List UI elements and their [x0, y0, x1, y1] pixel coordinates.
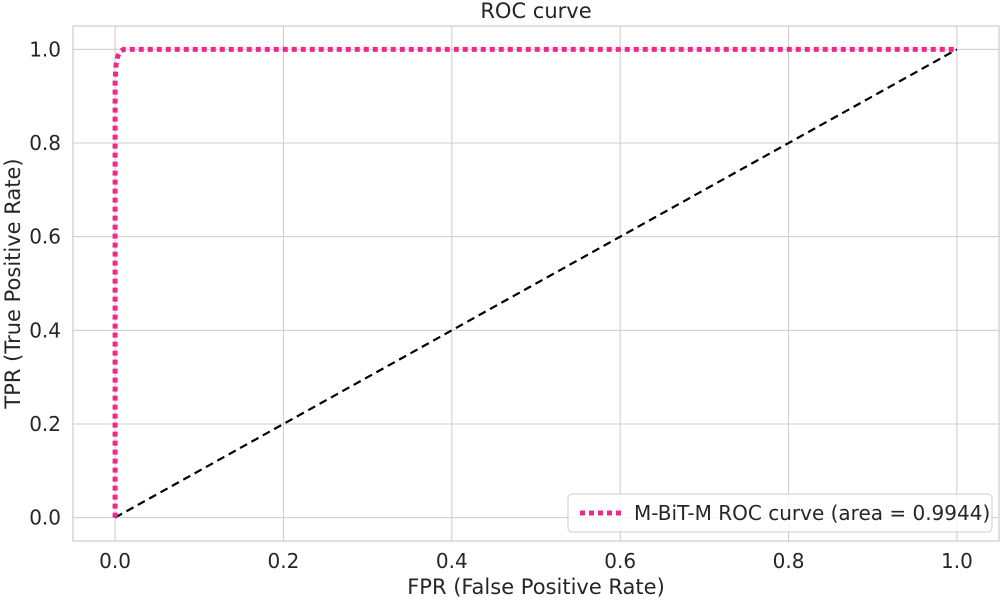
grid-layer: [73, 26, 999, 541]
y-axis-label: TPR (True Positive Rate): [1, 158, 25, 409]
y-tick-label: 0.2: [29, 412, 61, 436]
tick-layer: 0.0 0.2 0.4 0.6 0.8 1.0 0.0 0.2 0.4 0.6 0.8 1.0: [29, 37, 973, 573]
x-tick-label: 0.6: [604, 549, 636, 573]
x-axis-label: FPR (False Positive Rate): [407, 575, 665, 599]
legend-label: M-BiT-M ROC curve (area = 0.9944): [634, 501, 990, 525]
x-tick-label: 1.0: [941, 549, 973, 573]
chance-diagonal-line: [114, 48, 958, 519]
x-tick-label: 0.8: [773, 549, 805, 573]
y-tick-label: 0.4: [29, 318, 61, 342]
y-tick-label: 0.0: [29, 506, 61, 530]
chart-title: ROC curve: [480, 0, 591, 23]
roc-curve-line: [112, 46, 957, 518]
series-layer: [112, 46, 958, 519]
y-tick-label: 0.6: [29, 225, 61, 249]
plot-frame: [72, 25, 1000, 542]
x-tick-label: 0.2: [268, 549, 300, 573]
legend-box: [567, 493, 993, 533]
x-tick-label: 0.0: [99, 549, 131, 573]
legend: M-BiT-M ROC curve (area = 0.9944): [567, 493, 993, 533]
y-tick-label: 0.8: [29, 131, 61, 155]
y-tick-label: 1.0: [29, 37, 61, 61]
x-tick-label: 0.4: [436, 549, 468, 573]
